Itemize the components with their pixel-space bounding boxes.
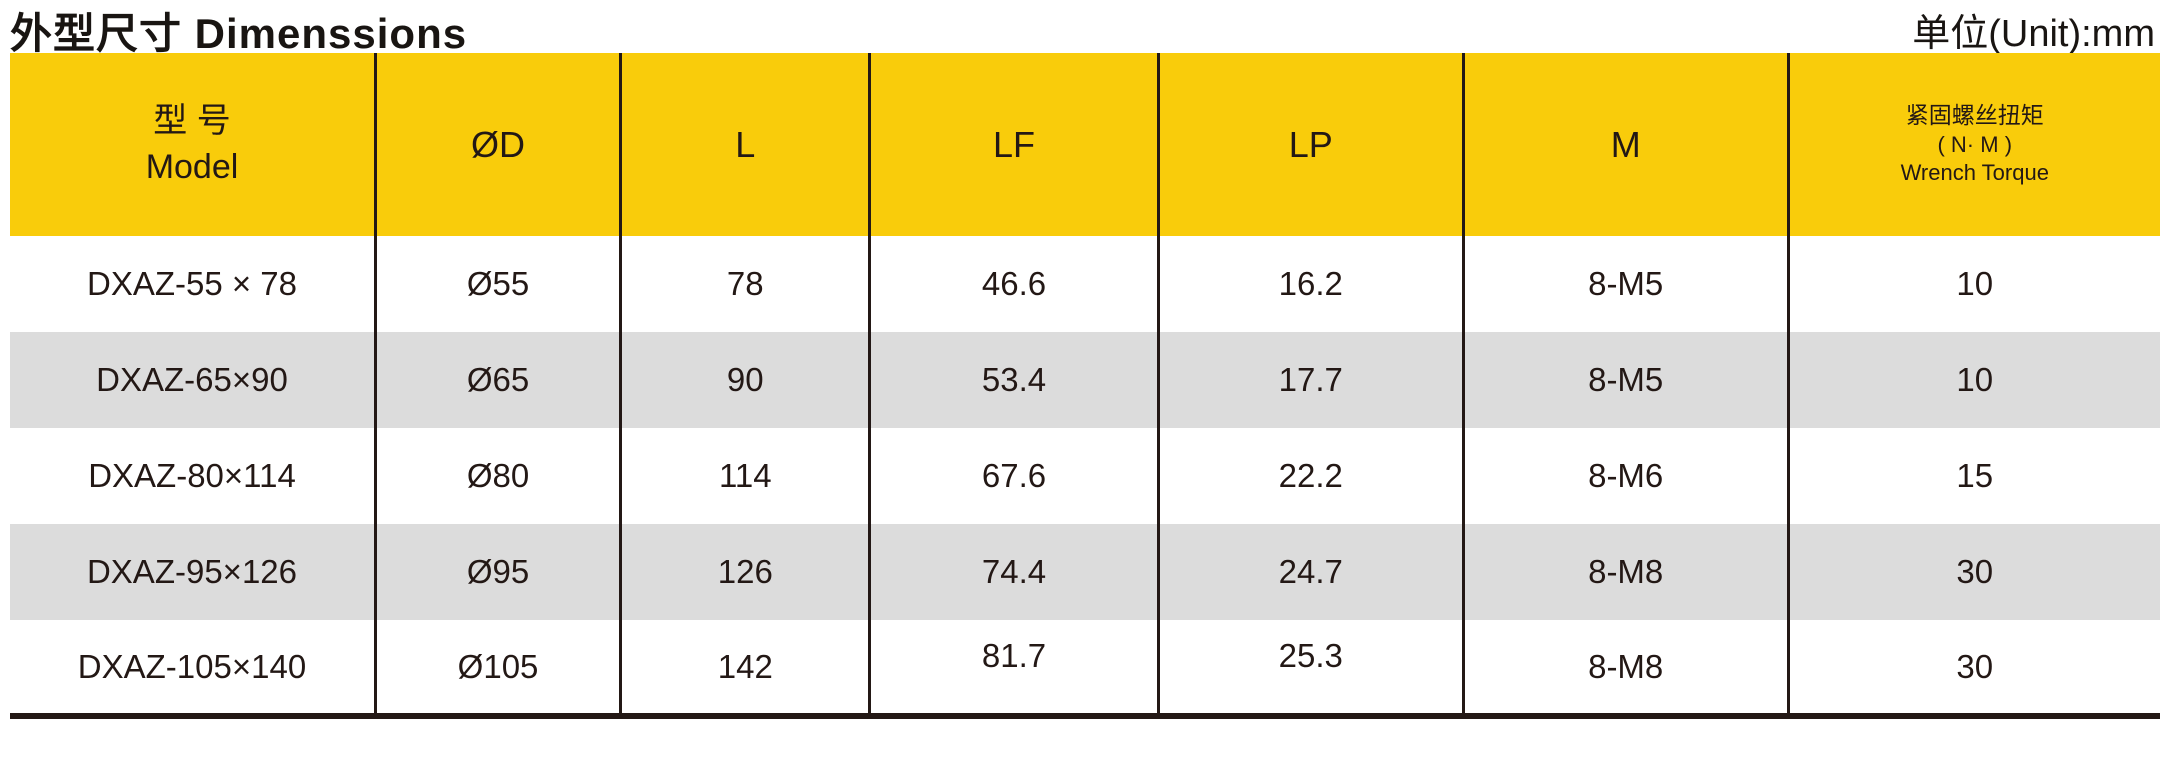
torque-header-en: Wrench Torque xyxy=(1900,160,2049,186)
table-row: DXAZ-65×90 Ø65 90 53.4 17.7 8-M5 10 xyxy=(10,332,2160,428)
cell-lp: 24.7 xyxy=(1156,524,1464,620)
col-header-lf: LF xyxy=(868,53,1159,236)
cell-m: 8-M8 xyxy=(1461,524,1789,620)
col-header-model: 型 号 Model xyxy=(10,53,376,236)
cell-model: DXAZ-105×140 xyxy=(77,647,307,685)
cell-torque: 30 xyxy=(1786,524,2160,620)
col-header-lp: LP xyxy=(1156,53,1464,236)
cell-m: 8-M5 xyxy=(1461,236,1789,332)
torque-header-cn: 紧固螺丝扭矩 xyxy=(1905,101,2044,128)
cell-lp: 22.2 xyxy=(1156,428,1464,524)
col-header-l: L xyxy=(619,53,870,236)
cell-torque: 30 xyxy=(1786,620,2160,716)
cell-d: Ø95 xyxy=(373,524,621,620)
cell-l: 114 xyxy=(619,428,870,524)
table-row: DXAZ-80×114 Ø80 114 67.6 22.2 8-M6 15 xyxy=(10,428,2160,524)
cell-l: 126 xyxy=(619,524,870,620)
cell-model: DXAZ-65×90 xyxy=(96,361,288,398)
cell-m: 8-M5 xyxy=(1461,332,1789,428)
col-header-model-cn: 型 号 xyxy=(153,101,231,140)
cell-lf: 81.7 xyxy=(868,620,1159,716)
cell-torque: 15 xyxy=(1786,428,2160,524)
cell-lf: 53.4 xyxy=(868,332,1159,428)
table-row: DXAZ-95×126 Ø95 126 74.4 24.7 8-M8 30 xyxy=(10,524,2160,620)
col-header-torque: 紧固螺丝扭矩 ( N· M ) Wrench Torque xyxy=(1786,53,2160,236)
cell-m: 8-M6 xyxy=(1461,428,1789,524)
cell-d: Ø105 xyxy=(373,620,621,716)
col-header-m: M xyxy=(1461,53,1789,236)
cell-lp: 17.7 xyxy=(1156,332,1464,428)
cell-l: 78 xyxy=(619,236,870,332)
page-title: 外型尺寸 Dimenssions xyxy=(10,10,468,57)
cell-l: 142 xyxy=(619,620,870,716)
cell-d: Ø65 xyxy=(373,332,621,428)
cell-lf: 67.6 xyxy=(868,428,1159,524)
cell-lp-value: 25.3 xyxy=(1278,636,1343,674)
cell-d: Ø55 xyxy=(373,236,621,332)
cell-lf: 74.4 xyxy=(868,524,1159,620)
cell-model: DXAZ-95×126 xyxy=(86,553,298,590)
table-row: DXAZ-55 × 78 Ø55 78 46.6 16.2 8-M5 10 xyxy=(10,236,2160,332)
cell-d: Ø80 xyxy=(373,428,621,524)
cell-m: 8-M8 xyxy=(1461,620,1789,716)
cell-model: DXAZ-80×114 xyxy=(88,457,296,494)
cell-l: 90 xyxy=(619,332,870,428)
cell-torque: 10 xyxy=(1786,236,2160,332)
table-row: DXAZ-105×140 Ø105 142 81.7 25.3 8-M8 30 xyxy=(10,620,2160,716)
cell-lf: 46.6 xyxy=(868,236,1159,332)
cell-lp: 16.2 xyxy=(1156,236,1464,332)
dimensions-table: 型 号 Model ØD L LF LP M 紧固螺丝扭矩 ( N· M ) W… xyxy=(10,53,2160,719)
torque-header-unit: ( N· M ) xyxy=(1937,131,2013,157)
unit-label: 单位(Unit):mm xyxy=(1912,13,2155,55)
cell-model: DXAZ-55 × 78 xyxy=(86,265,298,302)
cell-lf-value: 81.7 xyxy=(981,636,1047,674)
cell-lp: 25.3 xyxy=(1156,620,1464,716)
table-header-row: 型 号 Model ØD L LF LP M 紧固螺丝扭矩 ( N· M ) W… xyxy=(10,53,2160,236)
col-header-model-en: Model xyxy=(145,147,239,186)
top-bar: 外型尺寸 Dimenssions 单位(Unit):mm xyxy=(0,0,2169,57)
cell-torque: 10 xyxy=(1786,332,2160,428)
col-header-d: ØD xyxy=(373,53,621,236)
